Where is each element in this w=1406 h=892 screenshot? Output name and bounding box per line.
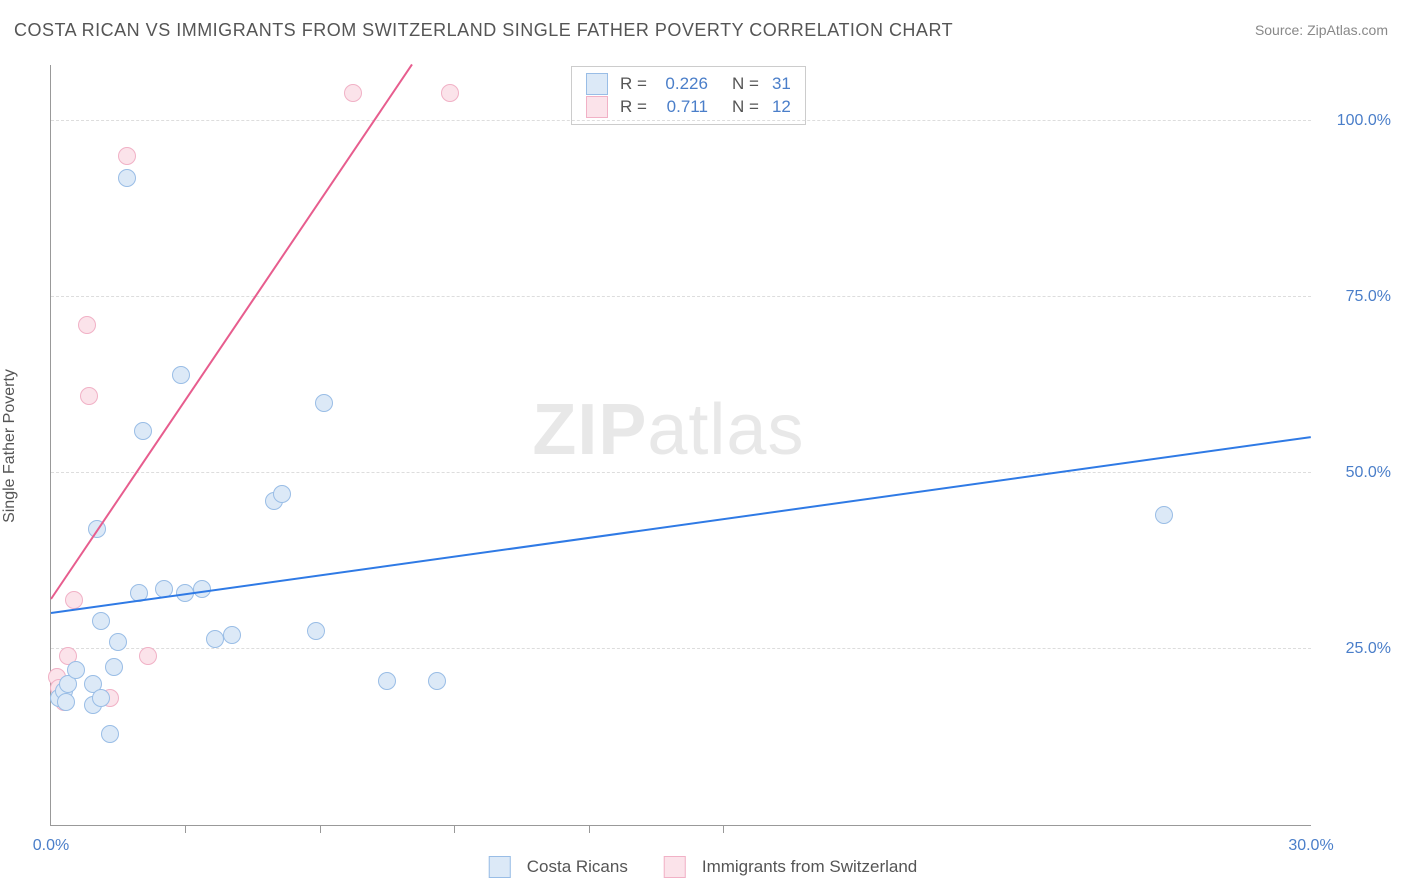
y-tick-label: 25.0% (1321, 640, 1391, 658)
scatter-point (101, 725, 119, 743)
r-label: R = (620, 74, 647, 94)
scatter-point (172, 366, 190, 384)
x-tick (320, 825, 321, 833)
scatter-point (134, 422, 152, 440)
correlation-info-box: R = 0.226 N = 31 R = 0.711 N = 12 (571, 66, 806, 125)
n-value-series1: 31 (765, 74, 791, 94)
swatch-series1 (586, 73, 608, 95)
watermark-zip: ZIP (532, 390, 647, 470)
trend-line (50, 63, 413, 599)
scatter-point (307, 622, 325, 640)
scatter-point (118, 147, 136, 165)
bottom-legend: Costa Ricans Immigrants from Switzerland (489, 856, 918, 878)
scatter-point (109, 633, 127, 651)
source-text: Source: ZipAtlas.com (1255, 22, 1388, 38)
x-tick (723, 825, 724, 833)
y-tick-label: 100.0% (1321, 112, 1391, 130)
legend-label-series1: Costa Ricans (527, 857, 628, 877)
scatter-point (315, 394, 333, 412)
scatter-point (378, 672, 396, 690)
scatter-point (273, 485, 291, 503)
info-row-series2: R = 0.711 N = 12 (586, 96, 791, 118)
gridline (51, 472, 1311, 473)
swatch-series2-icon (664, 856, 686, 878)
r-value-series1: 0.226 (653, 74, 708, 94)
x-tick (185, 825, 186, 833)
plot-area: ZIPatlas R = 0.226 N = 31 R = 0.711 N = … (50, 65, 1311, 826)
gridline (51, 296, 1311, 297)
scatter-point (139, 647, 157, 665)
swatch-series2 (586, 96, 608, 118)
scatter-point (441, 84, 459, 102)
legend-item-series1: Costa Ricans (489, 856, 628, 878)
x-tick (589, 825, 590, 833)
y-axis-label: Single Father Poverty (1, 369, 19, 523)
scatter-point (118, 169, 136, 187)
chart-container: COSTA RICAN VS IMMIGRANTS FROM SWITZERLA… (0, 0, 1406, 892)
x-tick (454, 825, 455, 833)
gridline (51, 120, 1311, 121)
trend-line (51, 436, 1311, 614)
x-tick-label: 30.0% (1288, 837, 1333, 855)
scatter-point (80, 387, 98, 405)
scatter-point (92, 612, 110, 630)
scatter-point (105, 658, 123, 676)
scatter-point (92, 689, 110, 707)
watermark: ZIPatlas (532, 389, 804, 471)
info-row-series1: R = 0.226 N = 31 (586, 73, 791, 95)
x-tick-label: 0.0% (33, 837, 69, 855)
scatter-point (65, 591, 83, 609)
r-label: R = (620, 97, 647, 117)
scatter-point (67, 661, 85, 679)
swatch-series1-icon (489, 856, 511, 878)
watermark-atlas: atlas (647, 390, 804, 470)
n-label: N = (732, 97, 759, 117)
n-label: N = (732, 74, 759, 94)
n-value-series2: 12 (765, 97, 791, 117)
y-tick-label: 50.0% (1321, 464, 1391, 482)
scatter-point (428, 672, 446, 690)
scatter-point (223, 626, 241, 644)
y-tick-label: 75.0% (1321, 288, 1391, 306)
gridline (51, 648, 1311, 649)
scatter-point (57, 693, 75, 711)
r-value-series2: 0.711 (653, 97, 708, 117)
legend-label-series2: Immigrants from Switzerland (702, 857, 917, 877)
scatter-point (344, 84, 362, 102)
scatter-point (1155, 506, 1173, 524)
scatter-point (78, 316, 96, 334)
legend-item-series2: Immigrants from Switzerland (664, 856, 917, 878)
chart-title: COSTA RICAN VS IMMIGRANTS FROM SWITZERLA… (14, 20, 953, 41)
scatter-point (206, 630, 224, 648)
